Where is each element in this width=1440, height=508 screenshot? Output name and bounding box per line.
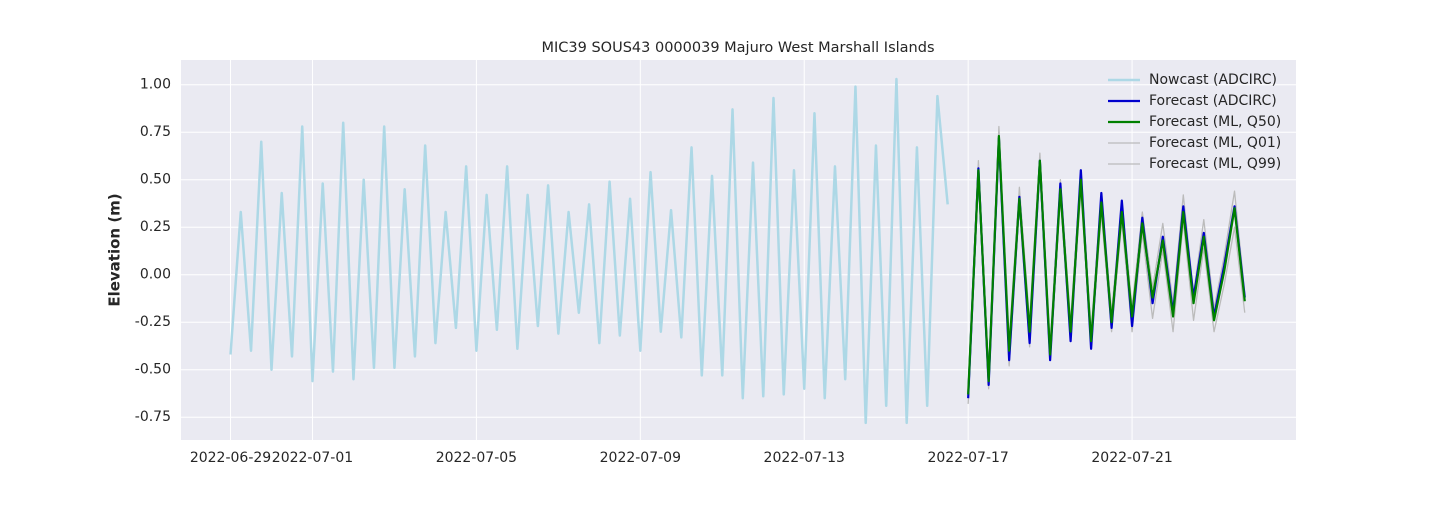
y-tick-label: -0.75 bbox=[135, 409, 171, 425]
x-tick-label: 2022-06-29 bbox=[190, 450, 271, 466]
y-tick-label: 0.75 bbox=[140, 124, 171, 140]
legend-label: Nowcast (ADCIRC) bbox=[1149, 72, 1277, 88]
y-tick-label: 0.50 bbox=[140, 172, 171, 188]
y-tick-label: 1.00 bbox=[140, 77, 171, 93]
chart-title: MIC39 SOUS43 0000039 Majuro West Marshal… bbox=[542, 40, 935, 56]
x-tick-label: 2022-07-13 bbox=[764, 450, 845, 466]
y-axis-label: Elevation (m) bbox=[106, 193, 124, 306]
x-tick-label: 2022-07-05 bbox=[436, 450, 517, 466]
y-tick-label: -0.50 bbox=[135, 362, 171, 378]
x-tick-label: 2022-07-17 bbox=[927, 450, 1008, 466]
data-line bbox=[967, 134, 1246, 395]
y-tick-label: -0.25 bbox=[135, 314, 171, 330]
x-tick-label: 2022-07-21 bbox=[1091, 450, 1172, 466]
data-line bbox=[229, 77, 949, 425]
y-tick-label: 0.00 bbox=[140, 267, 171, 283]
y-tick-label: 0.25 bbox=[140, 219, 171, 235]
legend-label: Forecast (ML, Q50) bbox=[1149, 114, 1281, 130]
legend-label: Forecast (ML, Q99) bbox=[1149, 156, 1281, 172]
x-tick-label: 2022-07-01 bbox=[272, 450, 353, 466]
legend-label: Forecast (ADCIRC) bbox=[1149, 93, 1277, 109]
legend-label: Forecast (ML, Q01) bbox=[1149, 135, 1281, 151]
x-tick-label: 2022-07-09 bbox=[600, 450, 681, 466]
